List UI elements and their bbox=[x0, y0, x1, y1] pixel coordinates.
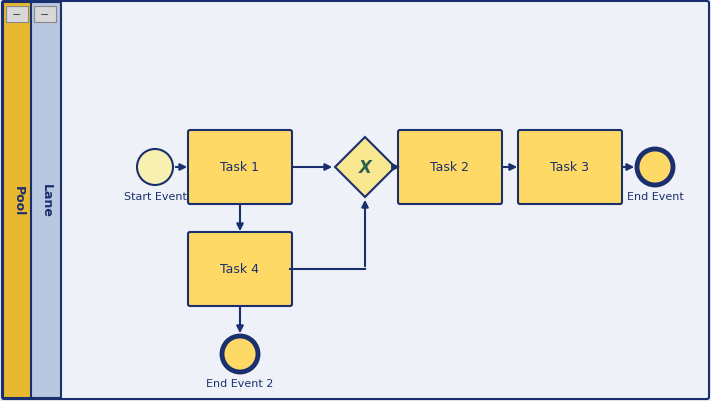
FancyBboxPatch shape bbox=[188, 233, 292, 306]
Circle shape bbox=[222, 336, 258, 372]
Text: Task 3: Task 3 bbox=[550, 161, 589, 174]
Text: Pool: Pool bbox=[11, 185, 24, 216]
Text: End Event: End Event bbox=[626, 192, 683, 201]
Text: −: − bbox=[12, 10, 22, 20]
FancyBboxPatch shape bbox=[398, 131, 502, 205]
Text: End Event 2: End Event 2 bbox=[206, 378, 274, 388]
Text: −: − bbox=[41, 10, 50, 20]
Circle shape bbox=[137, 150, 173, 186]
Text: Task 1: Task 1 bbox=[220, 161, 260, 174]
Text: Start Event: Start Event bbox=[124, 192, 186, 201]
FancyBboxPatch shape bbox=[3, 3, 33, 398]
Text: Task 4: Task 4 bbox=[220, 263, 260, 276]
FancyBboxPatch shape bbox=[6, 7, 28, 23]
FancyBboxPatch shape bbox=[188, 131, 292, 205]
FancyBboxPatch shape bbox=[31, 3, 61, 398]
Text: Task 2: Task 2 bbox=[430, 161, 469, 174]
Text: X: X bbox=[358, 159, 371, 176]
FancyBboxPatch shape bbox=[518, 131, 622, 205]
Polygon shape bbox=[335, 138, 395, 198]
Circle shape bbox=[637, 150, 673, 186]
Text: Lane: Lane bbox=[40, 184, 53, 217]
FancyBboxPatch shape bbox=[34, 7, 56, 23]
